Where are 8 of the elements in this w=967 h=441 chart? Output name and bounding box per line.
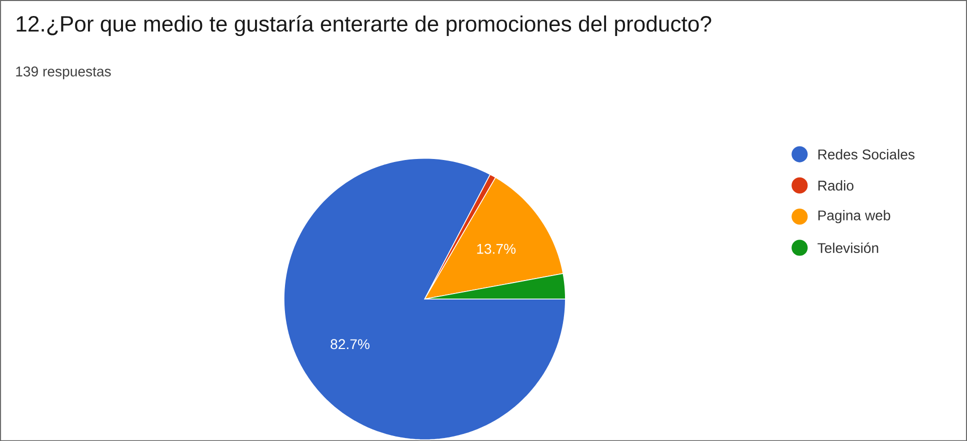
legend-label: Pagina web: [818, 210, 890, 224]
chart-title: 12.¿Por que medio te gustaría enterarte de promociones del producto?: [16, 15, 712, 36]
legend-label: Televisión: [818, 242, 878, 253]
legend-label: Redes Sociales: [818, 148, 914, 160]
text: 139 respuestas: [16, 66, 111, 80]
data-label: 13.7%: [477, 244, 516, 254]
legend-label: Radio: [818, 180, 854, 190]
data-label: 82.7%: [330, 339, 370, 350]
